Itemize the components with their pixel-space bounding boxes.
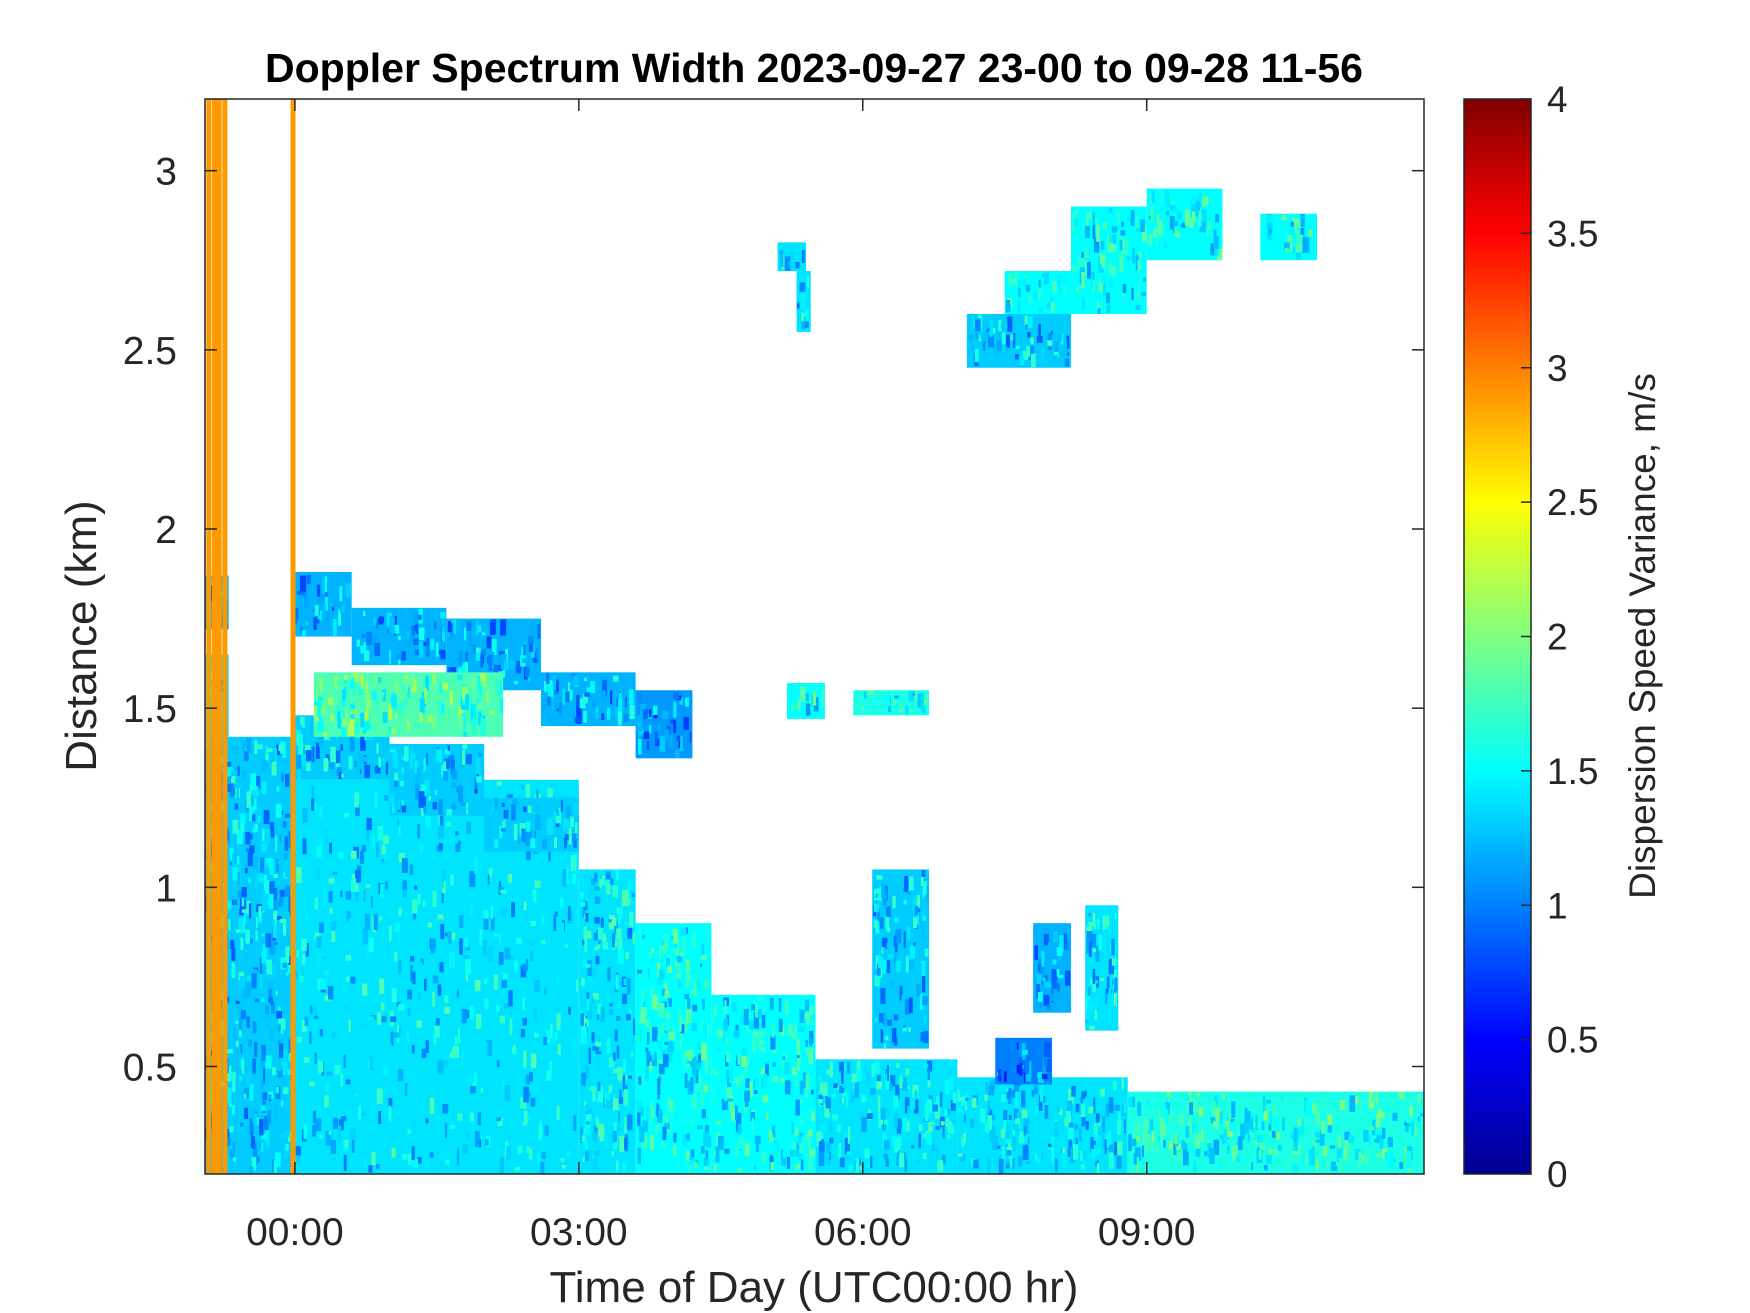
high-variance-column <box>216 99 222 1174</box>
y-tick-label: 2 <box>155 509 177 552</box>
chart-title: Doppler Spectrum Width 2023-09-27 23-00 … <box>265 45 1363 91</box>
heatmap-region <box>815 1059 958 1174</box>
x-tick-label: 09:00 <box>1098 1211 1196 1254</box>
x-axis-ticks: 00:00 03:00 06:00 09:00 <box>246 99 1196 1254</box>
x-axis-label: Time of Day (UTC00:00 hr) <box>550 1263 1079 1312</box>
heatmap-region <box>1260 213 1318 261</box>
heatmap-region <box>351 607 447 666</box>
heatmap-region <box>1146 188 1223 261</box>
y-tick-label: 1 <box>155 867 177 910</box>
plot-frame <box>204 98 1425 1175</box>
high-variance-column <box>290 99 296 1174</box>
colorbar-tick-label: 1.5 <box>1547 751 1598 792</box>
y-tick-label: 2.5 <box>123 330 177 373</box>
x-tick-label: 00:00 <box>246 1211 344 1254</box>
high-variance-columns <box>206 99 296 1174</box>
heatmap-region <box>1085 905 1119 1031</box>
heatmap-region <box>787 683 825 719</box>
heatmap-region <box>777 242 806 271</box>
colorbar-ticks: 0 0.5 1 1.5 2 2.5 3 3.5 4 <box>1521 79 1598 1195</box>
y-tick-label: 1.5 <box>123 688 177 731</box>
colorbar-tick-label: 4 <box>1547 79 1568 120</box>
heatmap-region <box>872 869 930 1049</box>
high-variance-column <box>211 99 217 1174</box>
heatmap-region <box>711 994 816 1174</box>
heatmap-region <box>853 690 930 716</box>
y-axis-label: Distance (km) <box>57 500 106 771</box>
colorbar-tick-label: 0 <box>1547 1154 1568 1195</box>
heatmap-region <box>1127 1091 1424 1174</box>
heatmap-region <box>635 923 712 1174</box>
heatmap-region <box>1004 271 1071 314</box>
high-variance-column <box>206 99 212 1174</box>
y-axis-ticks: 0.5 1 1.5 2 2.5 3 <box>123 151 1424 1090</box>
colorbar-tick-label: 2 <box>1547 617 1568 658</box>
heatmap <box>205 188 1424 1174</box>
heatmap-region <box>294 572 352 637</box>
x-tick-label: 06:00 <box>814 1211 912 1254</box>
heatmap-region <box>796 271 811 332</box>
colorbar-tick-label: 3.5 <box>1547 213 1598 254</box>
heatmap-region <box>995 1037 1053 1085</box>
colorbar-label: Dispersion Speed Variance, m/s <box>1622 373 1663 899</box>
heatmap-region <box>957 1077 1128 1174</box>
heatmap-region <box>1033 923 1071 1013</box>
high-variance-column <box>222 99 228 1174</box>
heatmap-region <box>389 744 485 816</box>
colorbar <box>1463 98 1532 1175</box>
x-tick-label: 03:00 <box>530 1211 628 1254</box>
colorbar-tick-label: 0.5 <box>1547 1020 1598 1061</box>
heatmap-region <box>540 672 636 727</box>
heatmap-region <box>966 314 1071 368</box>
heatmap-region <box>313 672 504 737</box>
y-tick-label: 3 <box>155 151 177 194</box>
heatmap-region <box>578 869 636 1174</box>
colorbar-tick-label: 2.5 <box>1547 482 1598 523</box>
colorbar-tick-label: 3 <box>1547 348 1568 389</box>
heatmap-region <box>484 797 579 852</box>
heatmap-region <box>1070 206 1147 314</box>
y-tick-label: 0.5 <box>123 1047 177 1090</box>
heatmap-region <box>635 690 693 759</box>
colorbar-tick-label: 1 <box>1547 885 1568 926</box>
